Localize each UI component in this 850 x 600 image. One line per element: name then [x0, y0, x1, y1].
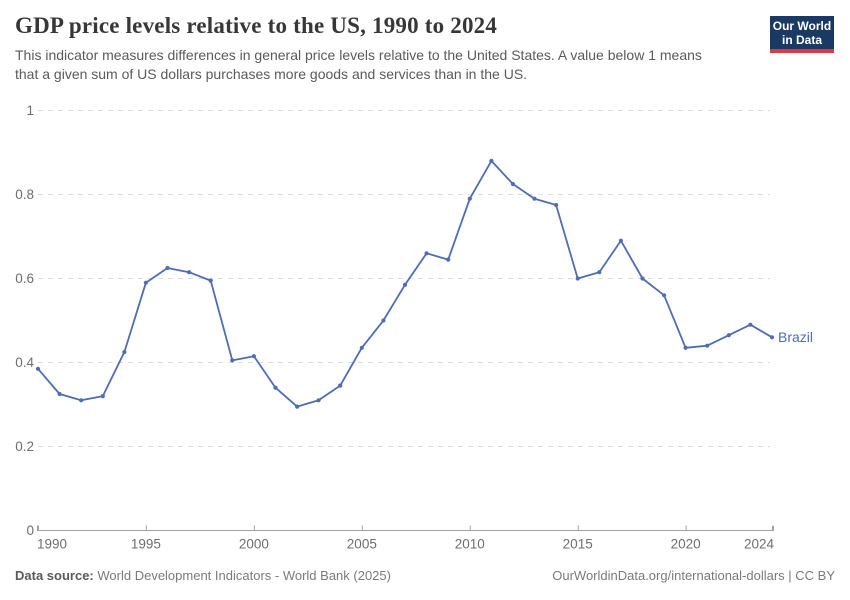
logo-line-1: Our World	[772, 19, 832, 33]
data-point-brazil-2014[interactable]	[554, 202, 559, 208]
series-label-brazil[interactable]: Brazil	[778, 329, 813, 345]
data-point-brazil-2017[interactable]	[618, 238, 624, 243]
x-axis-tick-label-2024: 2024	[744, 537, 775, 552]
data-point-brazil-1991[interactable]	[57, 391, 62, 397]
x-axis-tick-label-2000: 2000	[239, 537, 269, 552]
data-point-brazil-2002[interactable]	[295, 404, 300, 409]
data-point-brazil-1993[interactable]	[100, 394, 105, 399]
x-axis-tick-label-2020: 2020	[671, 537, 701, 552]
page-title: GDP price levels relative to the US, 199…	[15, 13, 498, 38]
chart-footer: Data source: World Development Indicator…	[15, 568, 835, 583]
data-point-brazil-2004[interactable]	[338, 383, 343, 388]
y-axis-tick-label-0: 0	[26, 523, 34, 538]
y-axis-tick-label-0.6: 0.6	[15, 271, 34, 286]
data-point-brazil-1997[interactable]	[187, 270, 192, 275]
data-point-brazil-2007[interactable]	[402, 282, 408, 287]
data-point-brazil-2020[interactable]	[683, 345, 688, 350]
data-point-brazil-1998[interactable]	[208, 278, 213, 283]
data-point-brazil-2015[interactable]	[575, 276, 580, 281]
data-point-brazil-2012[interactable]	[510, 181, 515, 187]
data-point-brazil-1996[interactable]	[165, 265, 170, 271]
data-point-brazil-1995[interactable]	[143, 280, 148, 285]
data-point-brazil-2010[interactable]	[467, 196, 472, 201]
x-axis-line	[37, 525, 774, 531]
x-axis-tick-label-2005: 2005	[347, 537, 377, 552]
data-point-brazil-2013[interactable]	[532, 196, 537, 201]
data-point-brazil-2006[interactable]	[381, 318, 386, 323]
data-source: Data source: World Development Indicator…	[15, 568, 391, 583]
subtitle-line-2: that a given sum of US dollars purchases…	[15, 65, 528, 82]
data-point-brazil-2023[interactable]	[748, 322, 753, 327]
chart-header: GDP price levels relative to the US, 199…	[15, 13, 750, 83]
x-axis-tick-label-2010: 2010	[455, 537, 485, 552]
y-axis-tick-label-0.4: 0.4	[15, 355, 34, 370]
data-point-brazil-2009[interactable]	[446, 257, 451, 262]
x-axis-tick-label-1995: 1995	[131, 537, 161, 552]
data-point-brazil-2024[interactable]	[769, 335, 775, 340]
chart-subtitle: This indicator measures differences in g…	[15, 46, 750, 83]
attribution-link[interactable]: OurWorldinData.org/international-dollars…	[552, 568, 835, 583]
data-point-brazil-2018[interactable]	[640, 276, 645, 281]
data-point-brazil-2016[interactable]	[597, 270, 602, 275]
x-axis-tick-label-1990: 1990	[37, 537, 67, 552]
data-point-brazil-1994[interactable]	[122, 349, 127, 355]
data-point-brazil-1992[interactable]	[79, 398, 84, 403]
data-point-brazil-2003[interactable]	[316, 398, 321, 403]
data-source-label: Data source:	[15, 568, 94, 583]
data-point-brazil-2019[interactable]	[662, 293, 667, 298]
data-point-brazil-2011[interactable]	[489, 158, 494, 163]
logo-line-2: in Data	[781, 33, 822, 47]
data-point-brazil-1999[interactable]	[230, 358, 235, 363]
data-point-brazil-2008[interactable]	[424, 251, 429, 256]
subtitle-line-1: This indicator measures differences in g…	[15, 47, 702, 63]
x-axis-tick-label-2015: 2015	[563, 537, 593, 552]
y-axis-tick-label-0.2: 0.2	[15, 439, 34, 454]
y-axis-tick-label-1: 1	[26, 103, 34, 118]
data-source-text: World Development Indicators - World Ban…	[97, 568, 391, 583]
y-axis-tick-label-0.8: 0.8	[15, 187, 34, 202]
data-point-brazil-1990[interactable]	[35, 366, 41, 371]
data-point-brazil-2022[interactable]	[726, 333, 731, 338]
data-point-brazil-2005[interactable]	[359, 345, 364, 350]
data-point-brazil-2000[interactable]	[251, 354, 256, 359]
data-point-brazil-2021[interactable]	[705, 343, 710, 348]
owid-logo[interactable]: Our World in Data	[770, 16, 834, 53]
data-point-brazil-2001[interactable]	[273, 385, 278, 390]
